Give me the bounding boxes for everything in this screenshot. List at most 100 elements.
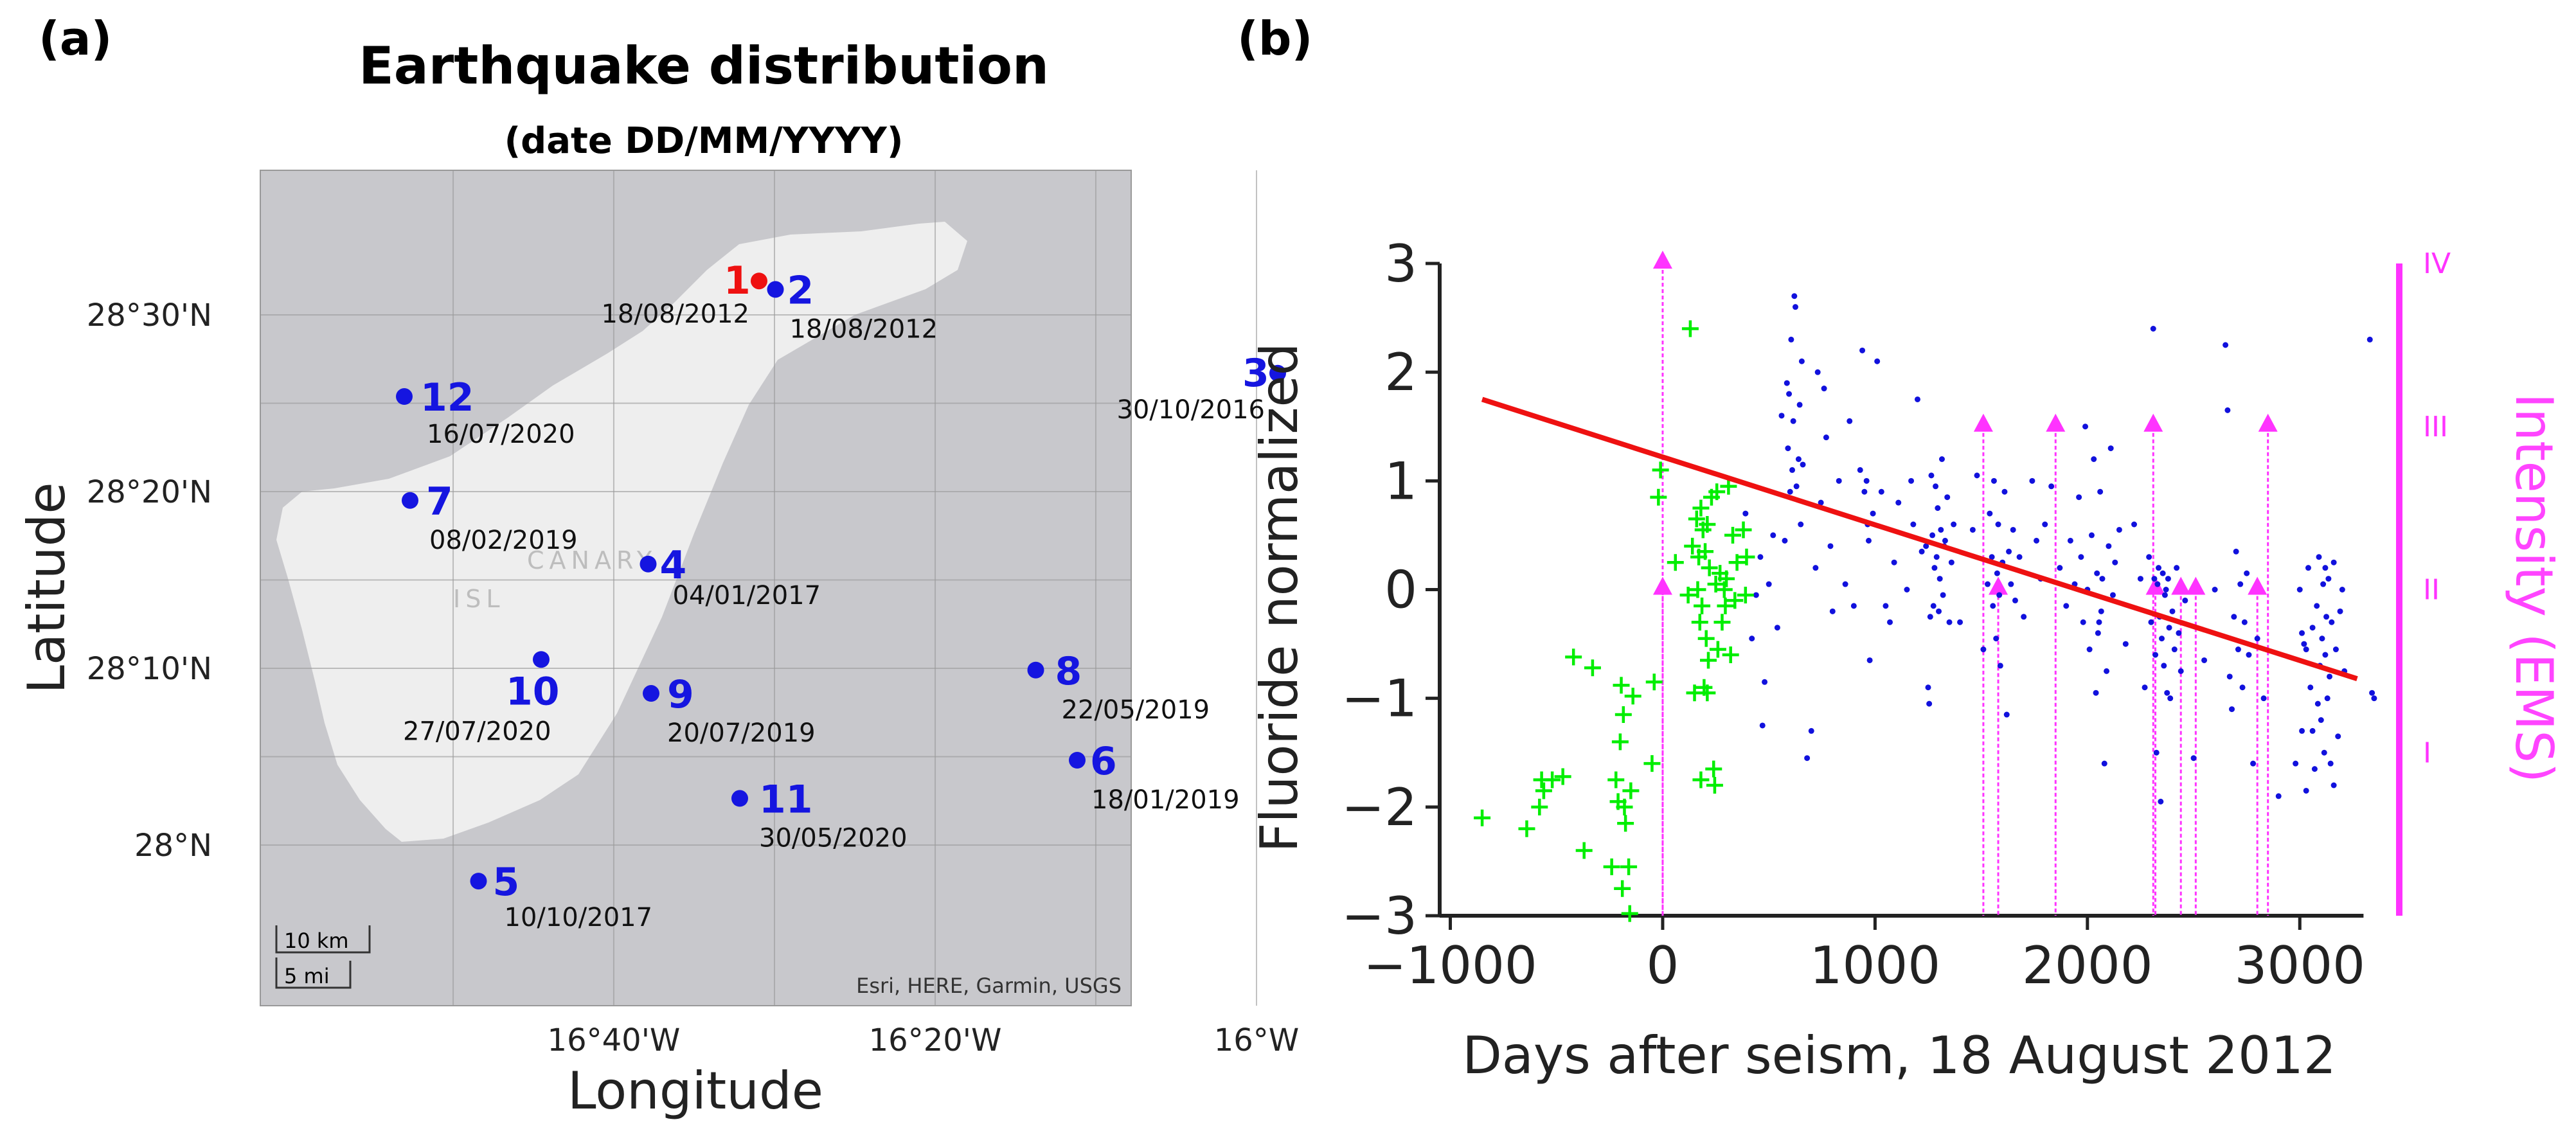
data-point bbox=[1870, 510, 1876, 517]
data-point bbox=[2063, 603, 2070, 609]
data-point bbox=[1705, 760, 1722, 778]
data-point bbox=[1944, 494, 1951, 501]
event-date: 22/05/2019 bbox=[1062, 695, 1210, 725]
data-point bbox=[1948, 559, 1954, 566]
data-point bbox=[1929, 532, 1936, 539]
data-point bbox=[1863, 477, 1870, 484]
data-point bbox=[1726, 592, 1744, 609]
data-point bbox=[1995, 521, 2001, 528]
data-point bbox=[1622, 782, 1640, 799]
chart-y-tick-label: 3 bbox=[1384, 234, 1417, 294]
data-point bbox=[2320, 581, 2327, 587]
data-point bbox=[2309, 625, 2316, 631]
data-point bbox=[1789, 467, 1796, 473]
data-point bbox=[1689, 581, 1706, 598]
data-point bbox=[2260, 695, 2267, 702]
data-point bbox=[1997, 663, 2003, 669]
data-point bbox=[1742, 510, 1749, 517]
data-point bbox=[1908, 477, 1915, 484]
data-point bbox=[2246, 652, 2252, 658]
data-point bbox=[1865, 537, 1872, 544]
data-point bbox=[2366, 336, 2373, 343]
data-point bbox=[1737, 586, 1754, 603]
island-tenerife bbox=[276, 222, 967, 842]
event-date: 30/10/2016 bbox=[1116, 395, 1265, 425]
data-point bbox=[1989, 554, 1995, 560]
data-point bbox=[1818, 499, 1824, 506]
data-point bbox=[1985, 581, 1991, 587]
series-pre-seism bbox=[1474, 320, 1755, 922]
intensity-event bbox=[2171, 576, 2191, 916]
data-point bbox=[2201, 657, 2208, 663]
earthquake-event-4: 404/01/2017 bbox=[640, 543, 821, 610]
data-point bbox=[2101, 760, 2107, 767]
data-point bbox=[1611, 733, 1629, 751]
scale-bar-km-line bbox=[275, 925, 371, 954]
data-point bbox=[1814, 369, 1821, 375]
data-point bbox=[1720, 477, 1737, 495]
map-x-axis-label: Longitude bbox=[568, 1061, 823, 1121]
panel-b-label: (b) bbox=[1237, 12, 1312, 66]
data-point bbox=[1699, 684, 1716, 702]
map-attribution: Esri, HERE, Garmin, USGS bbox=[856, 974, 1122, 998]
chart-x-tick-label: 1000 bbox=[1810, 936, 1941, 995]
data-point bbox=[1857, 467, 1863, 473]
data-point bbox=[2048, 483, 2055, 490]
data-point bbox=[2146, 554, 2152, 560]
event-date: 18/08/2012 bbox=[601, 299, 749, 329]
data-point bbox=[1531, 798, 1548, 815]
data-point bbox=[1785, 445, 1791, 452]
map-y-tick-label: 28°N bbox=[134, 828, 212, 864]
data-point bbox=[2237, 581, 2244, 587]
data-point bbox=[2303, 646, 2309, 653]
data-point bbox=[1926, 700, 1933, 707]
data-point bbox=[2174, 565, 2180, 571]
event-number: 12 bbox=[420, 375, 474, 420]
data-point bbox=[1757, 554, 1764, 560]
data-point bbox=[2314, 700, 2321, 707]
intensity-event bbox=[2143, 413, 2163, 916]
data-point bbox=[2164, 690, 2170, 696]
event-marker bbox=[643, 685, 659, 702]
data-point bbox=[2307, 684, 2314, 691]
event-date: 30/05/2020 bbox=[759, 823, 908, 853]
data-point bbox=[2093, 690, 2099, 696]
map-y-tick-label: 28°20'N bbox=[87, 474, 212, 510]
earthquake-event-6: 618/01/2019 bbox=[1069, 739, 1240, 815]
data-point bbox=[1616, 798, 1633, 815]
data-point bbox=[2057, 565, 2063, 571]
chart-y2-axis-label: Intensity (EMS) bbox=[2504, 393, 2564, 783]
data-point bbox=[1614, 706, 1632, 724]
trend-line bbox=[1481, 396, 2358, 682]
event-date: 04/01/2017 bbox=[673, 581, 821, 610]
data-point bbox=[2166, 625, 2172, 631]
data-point bbox=[1699, 516, 1716, 533]
data-point bbox=[2254, 636, 2260, 642]
data-point bbox=[2329, 619, 2335, 625]
data-point bbox=[1842, 581, 1848, 587]
data-point bbox=[1762, 679, 1768, 685]
event-marker bbox=[402, 492, 418, 509]
data-point bbox=[1621, 905, 1638, 922]
intensity-event bbox=[2186, 576, 2206, 916]
event-number: 10 bbox=[506, 669, 560, 714]
map-x-tick-label: 16°W bbox=[1214, 1022, 1300, 1058]
chart-x-tick-label: 3000 bbox=[2234, 936, 2365, 995]
data-point bbox=[2223, 342, 2229, 348]
earthquake-event-10: 10 27/07/2020 bbox=[403, 651, 560, 746]
data-point bbox=[2091, 456, 2097, 462]
data-point bbox=[2158, 636, 2165, 642]
data-point bbox=[2303, 787, 2309, 794]
data-point bbox=[1575, 842, 1593, 859]
chart-y-tick-label: 2 bbox=[1384, 343, 1417, 402]
data-point bbox=[1930, 603, 1936, 609]
data-point bbox=[1474, 809, 1491, 826]
map-x-tick-label: 16°40'W bbox=[548, 1022, 681, 1058]
data-point bbox=[1829, 608, 1836, 614]
data-point bbox=[1812, 565, 1819, 571]
map-y-tick-label: 28°30'N bbox=[87, 298, 212, 334]
data-point bbox=[1878, 488, 1884, 495]
intensity-marker bbox=[1973, 413, 1993, 432]
